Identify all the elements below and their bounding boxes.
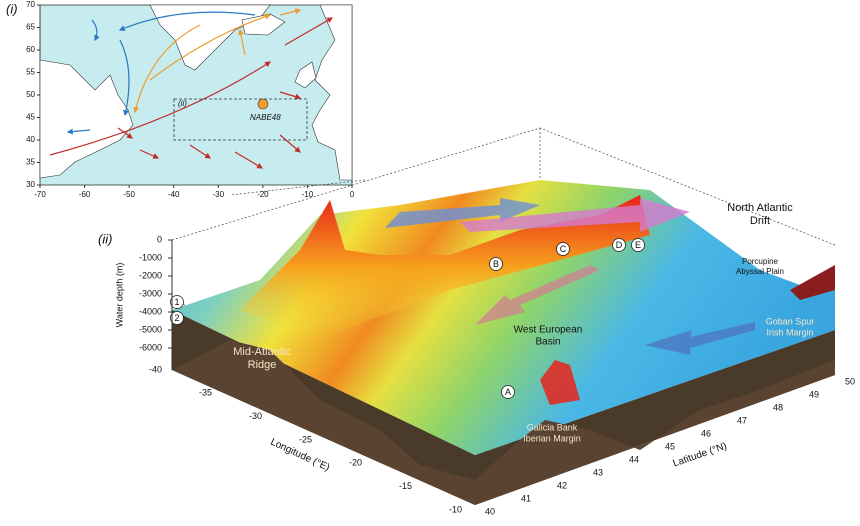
annotation: Iberian Margin — [523, 433, 581, 443]
z-axis-label: Water depth (m) — [114, 263, 124, 328]
site-label: D — [616, 240, 623, 250]
longitude-tick-label: -30 — [249, 411, 262, 421]
y-tick-label: 35 — [26, 158, 35, 167]
z-tick-label: -4000 — [139, 306, 162, 316]
annotation: Galicia Bank — [527, 422, 578, 432]
z-tick-label: -1000 — [139, 252, 162, 262]
x-tick-label: -10 — [302, 190, 314, 199]
latitude-tick-label: 40 — [485, 506, 495, 516]
y-tick-label: 55 — [26, 68, 35, 77]
annotation: North Atlantic — [727, 202, 793, 214]
site-marker — [631, 238, 645, 252]
z-tick-label: -3000 — [139, 288, 162, 298]
latitude-tick-label: 45 — [665, 441, 675, 451]
y-tick-label: 65 — [26, 23, 35, 32]
annotation: Irish Margin — [766, 327, 813, 337]
z-tick-label: -6000 — [139, 342, 162, 352]
x-tick-label: -40 — [168, 190, 180, 199]
site-marker — [612, 238, 626, 252]
latitude-tick-label: 48 — [773, 402, 783, 412]
longitude-tick-label: -20 — [349, 458, 362, 468]
panel-label: (ii) — [98, 231, 112, 246]
annotation: Abyssal Plain — [736, 267, 784, 276]
y-tick-label: 40 — [26, 135, 35, 144]
panel-label: (i) — [6, 1, 18, 16]
x-tick-label: -60 — [79, 190, 91, 199]
current-arrows — [49, 8, 334, 169]
land — [39, 4, 353, 181]
site-marker — [170, 311, 184, 325]
site-marker — [556, 242, 570, 256]
site-marker — [501, 385, 515, 399]
annotation: Drift — [750, 215, 770, 227]
y-tick-label: 45 — [26, 113, 35, 122]
latitude-tick-label: 47 — [737, 415, 747, 425]
longitude-tick-label: -10 — [449, 504, 462, 514]
x-tick-label: -30 — [213, 190, 225, 199]
latitude-tick-label: 46 — [701, 428, 711, 438]
y-tick-label: 60 — [26, 45, 35, 54]
site-marker — [170, 295, 184, 309]
y-tick-label: 30 — [26, 180, 35, 189]
longitude-tick-label: -40 — [149, 364, 162, 374]
flow-arrows — [385, 198, 755, 355]
latitude-tick-label: 50 — [845, 376, 855, 386]
y-tick-label: 70 — [26, 0, 35, 9]
x-tick-label: -20 — [257, 190, 269, 199]
longitude-tick-label: -15 — [399, 481, 412, 491]
latitude-tick-label: 41 — [521, 493, 531, 503]
longitude-tick-label: -35 — [199, 388, 212, 398]
longitude-tick-label: -25 — [299, 434, 312, 444]
site-label: C — [560, 244, 567, 254]
site-label: E — [635, 240, 641, 250]
site-marker — [489, 257, 503, 271]
box-label: (ii) — [178, 99, 187, 108]
site-label: 2 — [174, 313, 179, 323]
annotation: West European — [514, 325, 583, 336]
annotation: Ridge — [248, 359, 277, 371]
latitude-tick-label: 42 — [557, 480, 567, 490]
latitude-tick-label: 49 — [809, 389, 819, 399]
z-tick-label: 0 — [157, 234, 162, 244]
latitude-tick-label: 44 — [629, 454, 639, 464]
z-tick-label: -5000 — [139, 324, 162, 334]
site-label: NABE48 — [250, 113, 281, 122]
study-box — [173, 98, 308, 141]
annotation: Porcupine — [742, 257, 779, 266]
z-tick-label: -2000 — [139, 270, 162, 280]
x-tick-label: -70 — [34, 190, 46, 199]
x-tick-label: 0 — [350, 190, 355, 199]
site-marker — [257, 98, 269, 110]
x-tick-label: -50 — [123, 190, 135, 199]
annotation: Mid-Atlantic — [233, 346, 291, 358]
site-label: 1 — [174, 297, 179, 307]
site-label: A — [505, 387, 511, 397]
latitude-label: Latitude (°N) — [672, 441, 729, 470]
annotation: Goban Spur — [766, 316, 815, 326]
latitude-tick-label: 43 — [593, 467, 603, 477]
annotation: Basin — [535, 337, 560, 348]
y-tick-label: 50 — [26, 90, 35, 99]
site-label: B — [493, 259, 499, 269]
